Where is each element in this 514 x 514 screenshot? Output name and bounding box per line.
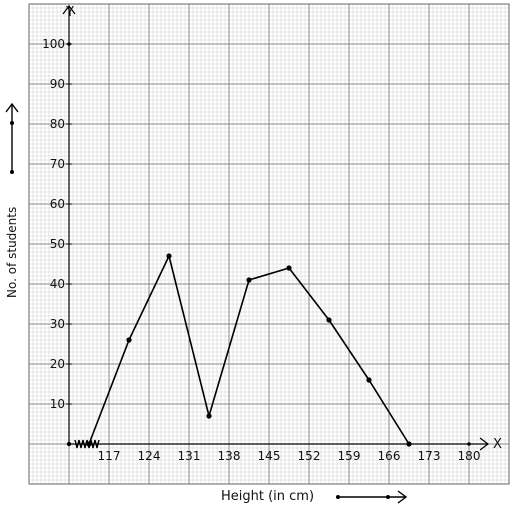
origin-dot: [66, 441, 72, 447]
plot-border: [28, 3, 510, 485]
y-direction-arrowhead: [5, 102, 19, 113]
y-tick-label: 30: [50, 317, 65, 331]
y-axis-letter: Y: [65, 5, 74, 20]
x-end-dot: [467, 442, 471, 446]
data-point: [206, 413, 212, 419]
y-top-dot: [67, 42, 71, 46]
x-tick-label: 180: [458, 449, 481, 463]
data-point: [406, 441, 412, 447]
y-tick-label: 100: [42, 37, 65, 51]
x-axis-title: Height (in cm): [221, 489, 314, 504]
axis-break-zigzag: [74, 439, 100, 449]
data-point: [326, 317, 332, 323]
x-tick-label: 159: [338, 449, 361, 463]
x-tick-label: 124: [138, 449, 161, 463]
x-tick-label: 131: [178, 449, 201, 463]
y-tick-label: 70: [50, 157, 65, 171]
data-point: [86, 441, 92, 447]
data-point: [286, 265, 292, 271]
x-tick-label: 173: [418, 449, 441, 463]
data-point: [126, 337, 132, 343]
data-point: [166, 253, 172, 259]
x-axis-arrow: [479, 437, 489, 451]
y-tick-label: 40: [50, 277, 65, 291]
x-direction-dot: [386, 495, 390, 499]
y-tick-label: 50: [50, 237, 65, 251]
x-tick-label: 138: [218, 449, 241, 463]
axes: 10 20 30 40 50 60 70 80 90 100 117 124 131 138 145 152 1…: [42, 5, 489, 463]
y-tick-label: 60: [50, 197, 65, 211]
data-point: [366, 377, 372, 383]
y-tick-label: 20: [50, 357, 65, 371]
y-tick-label: 80: [50, 117, 65, 131]
y-axis-arrow: [62, 5, 76, 15]
labels: Y X Height (in cm) No. of students: [5, 5, 502, 504]
x-tick-label: 145: [258, 449, 281, 463]
x-tick-label: 117: [98, 449, 121, 463]
y-tick-label: 10: [50, 397, 65, 411]
y-direction-dot: [10, 170, 14, 174]
x-direction-arrowhead: [397, 490, 408, 504]
y-axis-title: No. of students: [5, 207, 19, 298]
x-tick-label: 152: [298, 449, 321, 463]
y-direction-dot: [10, 121, 14, 125]
data-point: [246, 277, 252, 283]
series-layer: [86, 253, 412, 447]
direction-arrows: [5, 102, 408, 504]
y-tick-label: 90: [50, 77, 65, 91]
x-direction-dot: [336, 495, 340, 499]
x-tick-label: 166: [378, 449, 401, 463]
x-axis-letter: X: [493, 437, 502, 452]
